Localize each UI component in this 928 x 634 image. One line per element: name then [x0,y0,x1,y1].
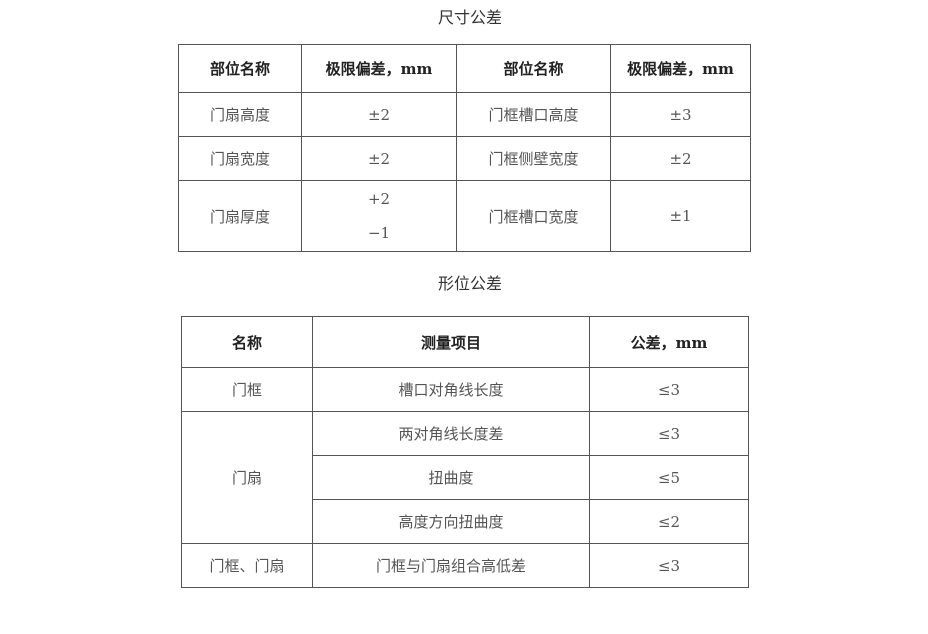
measure-item: 高度方向扭曲度 [312,499,590,544]
part-name: 门扇高度 [178,92,302,137]
deviation: ±1 [610,180,751,252]
tolerance: ≤2 [589,499,749,544]
group-name: 门框、门扇 [181,543,313,588]
table-row: 门框、门扇 门框与门扇组合高低差 ≤3 [181,543,749,588]
header-cell: 公差，mm [589,316,749,368]
table-header-row: 部位名称 极限偏差，mm 部位名称 极限偏差，mm [178,44,751,93]
tolerance: ≤3 [589,367,749,412]
part-name: 门框侧壁宽度 [456,136,611,181]
deviation: ±2 [301,92,457,137]
tolerance: ≤3 [589,543,749,588]
part-name: 门扇宽度 [178,136,302,181]
deviation: +2 −1 [301,180,457,252]
table-row: 门扇厚度 +2 −1 门框槽口宽度 ±1 [178,180,751,252]
deviation: ±2 [610,136,751,181]
deviation: ±3 [610,92,751,137]
deviation: ±2 [301,136,457,181]
dimension-tolerance-table: 部位名称 极限偏差，mm 部位名称 极限偏差，mm 门扇高度 ±2 门框槽口高度… [178,44,751,252]
measure-item: 槽口对角线长度 [312,367,590,412]
header-cell: 极限偏差，mm [610,44,751,93]
header-cell: 极限偏差，mm [301,44,457,93]
table-row: 高度方向扭曲度 ≤2 [182,499,749,544]
table-row: 门扇高度 ±2 门框槽口高度 ±3 [178,92,751,137]
tolerance: ≤3 [589,411,749,456]
part-name: 门框槽口宽度 [456,180,611,252]
group-name: 门扇 [181,411,313,544]
measure-item: 扭曲度 [312,455,590,500]
dimension-table-title: 尺寸公差 [437,8,502,27]
form-position-tolerance-table: 名称 测量项目 公差，mm 门框 槽口对角线长度 ≤3 门扇 两对角线长度差 ≤… [181,316,749,588]
lower-deviation: −1 [367,224,391,242]
header-cell: 部位名称 [178,44,302,93]
header-cell: 名称 [181,316,313,368]
table-header-row: 名称 测量项目 公差，mm [181,316,749,368]
tolerance: ≤5 [589,455,749,500]
table-row: 门扇宽度 ±2 门框侧壁宽度 ±2 [178,136,751,181]
header-cell: 部位名称 [456,44,611,93]
upper-deviation: +2 [367,190,391,208]
part-name: 门扇厚度 [178,180,302,252]
measure-item: 门框与门扇组合高低差 [312,543,590,588]
group-name: 门框 [181,367,313,412]
measure-item: 两对角线长度差 [312,411,590,456]
header-cell: 测量项目 [312,316,590,368]
table-row: 门框 槽口对角线长度 ≤3 [181,367,749,412]
form-table-title: 形位公差 [437,274,502,293]
table-row: 门扇 两对角线长度差 ≤3 [181,411,749,544]
part-name: 门框槽口高度 [456,92,611,137]
table-row: 扭曲度 ≤5 [182,455,749,500]
